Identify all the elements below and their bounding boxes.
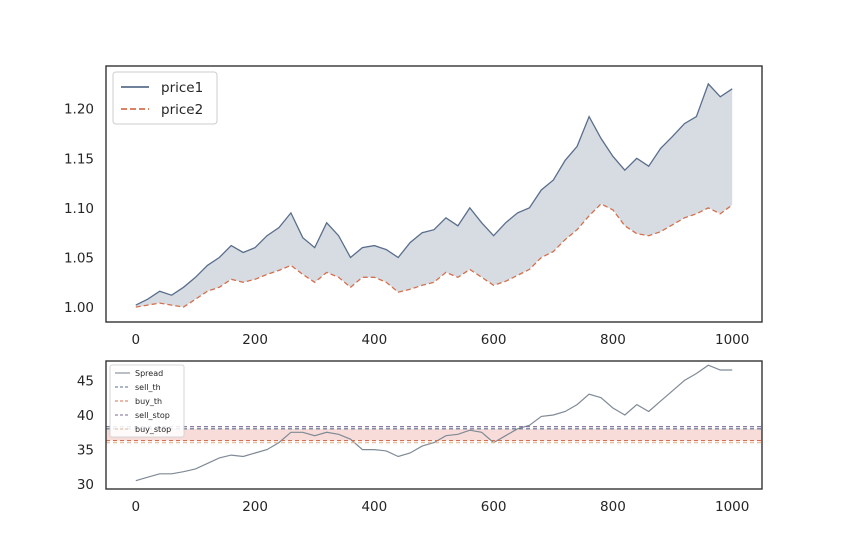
price-chart-ytick-label: 1.20: [64, 102, 94, 118]
legend-label-Spread: Spread: [135, 369, 163, 378]
price-chart-xtick-label: 600: [481, 332, 507, 348]
legend-label-price2: price2: [161, 102, 203, 118]
price-chart-xtick-label: 0: [132, 332, 141, 348]
spread-chart: 0 200 400 600 800 1000 30 35 40 45 Spread sell_thb…: [77, 360, 763, 515]
legend-label-sell_stop: sell_stop: [135, 411, 170, 420]
spread-chart-legend: Spread sell_th buy_th sell_stop buy_stop: [109, 364, 185, 438]
price-chart: 0 200 400 600 800 1000 1.00 1.05 1.10 1.15 1.20 pr…: [64, 65, 763, 348]
series-line-Spread: [135, 364, 733, 482]
price-chart-ytick-label: 1.10: [64, 201, 94, 217]
legend-label-sell_th: sell_th: [135, 383, 161, 392]
spread-chart-xtick-label: 1000: [715, 499, 749, 515]
legend-box: [112, 71, 218, 125]
price-spread-fill: [135, 83, 733, 308]
spread-chart-ytick-label: 45: [77, 373, 94, 389]
price-chart-xtick-label: 800: [600, 332, 626, 348]
price-chart-frame: [105, 65, 763, 323]
price-chart-legend: price1 price2: [112, 71, 218, 125]
price-chart-ytick-label: 1.15: [64, 151, 94, 167]
spread-chart-xtick-label: 200: [242, 499, 268, 515]
legend-label-buy_stop: buy_stop: [135, 425, 171, 434]
spread-chart-ytick-label: 40: [77, 408, 94, 424]
price-chart-ytick-label: 1.00: [64, 300, 94, 316]
series-line-price2: [135, 203, 733, 308]
legend-label-price1: price1: [161, 80, 203, 96]
spread-chart-ytick-label: 30: [77, 477, 94, 493]
price-chart-ytick-label: 1.05: [64, 251, 94, 267]
spread-chart-ytick-label: 35: [77, 443, 94, 459]
price-chart-xtick-label: 1000: [715, 332, 749, 348]
spread-chart-xtick-label: 600: [481, 499, 507, 515]
price-chart-xtick-label: 200: [242, 332, 268, 348]
spread-chart-frame: [105, 360, 763, 490]
threshold-band: [106, 428, 762, 441]
legend-box: [109, 364, 185, 438]
legend-label-buy_th: buy_th: [135, 397, 162, 406]
spread-chart-xtick-label: 800: [600, 499, 626, 515]
spread-chart-xtick-label: 400: [361, 499, 387, 515]
price-chart-xtick-label: 400: [361, 332, 387, 348]
series-line-price1: [135, 82, 733, 306]
spread-chart-xtick-label: 0: [132, 499, 141, 515]
